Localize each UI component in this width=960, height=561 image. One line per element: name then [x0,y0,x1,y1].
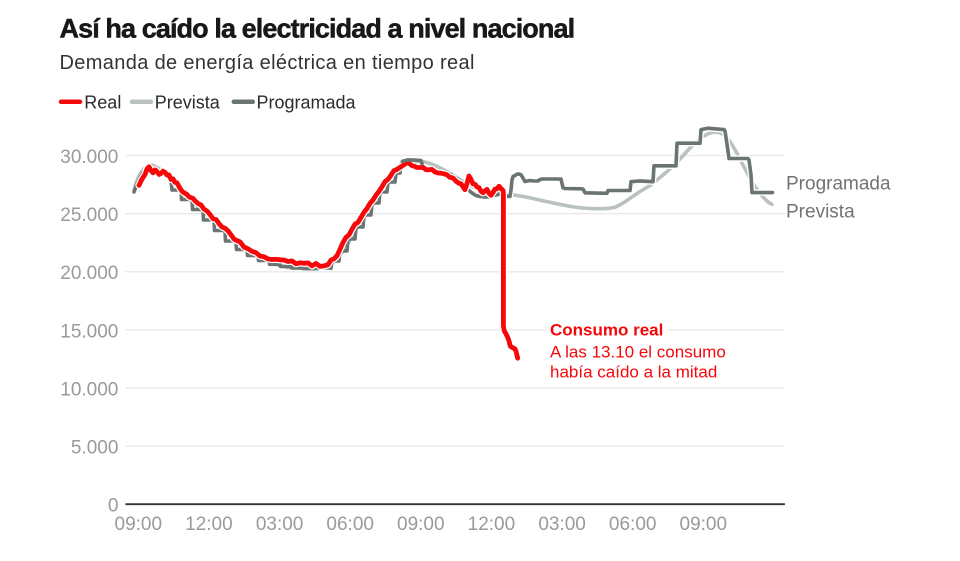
svg-text:había caído a la mitad: había caído a la mitad [550,362,717,381]
svg-text:12:00: 12:00 [468,514,516,535]
svg-text:03:00: 03:00 [538,514,586,535]
svg-text:06:00: 06:00 [609,514,657,535]
svg-text:Prevista: Prevista [155,93,221,113]
svg-text:Prevista: Prevista [786,202,855,223]
svg-text:5.000: 5.000 [71,438,119,459]
svg-text:09:00: 09:00 [115,514,163,535]
svg-text:30.000: 30.000 [60,147,118,168]
svg-text:10.000: 10.000 [60,379,118,400]
svg-text:Programada: Programada [257,93,357,113]
svg-text:09:00: 09:00 [680,514,728,535]
svg-text:03:00: 03:00 [256,514,304,535]
svg-text:Consumo real: Consumo real [550,321,663,340]
svg-text:12:00: 12:00 [185,514,233,535]
svg-text:06:00: 06:00 [326,514,374,535]
svg-text:Así ha caído la electricidad a: Así ha caído la electricidad a nivel nac… [60,14,575,44]
svg-text:Demanda de energía eléctrica e: Demanda de energía eléctrica en tiempo r… [60,52,475,74]
svg-text:0: 0 [108,496,119,517]
svg-text:Programada: Programada [786,174,891,195]
svg-text:20.000: 20.000 [60,263,118,284]
svg-text:15.000: 15.000 [60,321,118,342]
svg-text:25.000: 25.000 [60,205,118,226]
svg-text:Real: Real [84,93,121,113]
svg-text:A las 13.10 el consumo: A las 13.10 el consumo [550,343,726,362]
svg-text:09:00: 09:00 [397,514,445,535]
